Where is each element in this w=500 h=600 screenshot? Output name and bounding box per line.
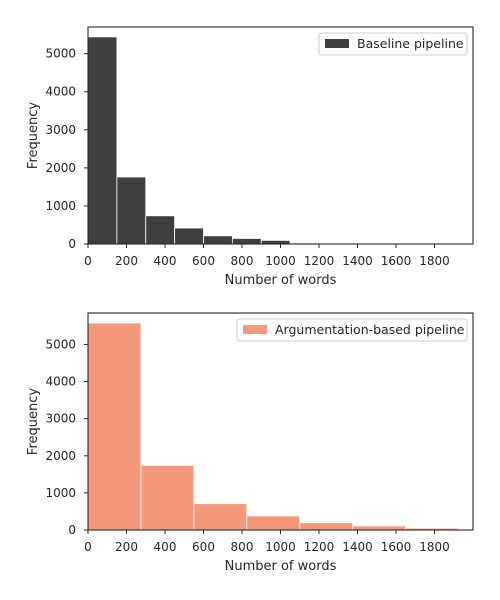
y-axis-label: Frequency (26, 102, 41, 169)
histogram-bar (87, 322, 142, 531)
y-tick-label: 2000 (45, 161, 76, 175)
histogram-bar (203, 235, 233, 245)
x-tick-label: 600 (192, 540, 215, 554)
x-tick-label: 1000 (265, 540, 296, 554)
legend-box (318, 32, 468, 56)
histogram-bar (116, 176, 147, 245)
legend-swatch (243, 325, 267, 334)
chart-panel-2: 0 200 400 600 800 1000 1200 1400 1600 1800 0 1000 20… (26, 312, 474, 574)
legend: Argumentation-based pipeline (236, 318, 468, 342)
legend: Baseline pipeline (318, 32, 468, 56)
x-tick-label: 1000 (265, 254, 296, 268)
y-tick-label: 0 (68, 523, 76, 537)
x-tick-label: 1800 (419, 254, 450, 268)
x-tick-label: 1800 (419, 540, 450, 554)
y-tick-label: 4000 (45, 375, 76, 389)
y-tick-label: 0 (68, 237, 76, 251)
x-tick-label: 0 (84, 540, 92, 554)
histogram-bar (231, 238, 262, 245)
histogram-bar (87, 36, 118, 245)
y-tick-label: 3000 (45, 123, 76, 137)
chart-panel-1: 0 200 400 600 800 1000 1200 1400 1600 1800 0 1000 20… (26, 26, 474, 288)
y-tick-label: 5000 (45, 338, 76, 352)
histogram-bar (193, 503, 248, 531)
histogram-bar (140, 465, 195, 531)
x-tick-label: 200 (115, 540, 138, 554)
x-tick-label: 1600 (381, 540, 412, 554)
y-tick-label: 1000 (45, 486, 76, 500)
legend-box (236, 318, 468, 342)
x-tick-label: 800 (231, 540, 254, 554)
y-tick-label: 3000 (45, 412, 76, 426)
legend-swatch (325, 39, 349, 48)
x-tick-label: 1400 (342, 540, 373, 554)
y-tick-label: 2000 (45, 449, 76, 463)
x-tick-label: 600 (192, 254, 215, 268)
x-tick-label: 200 (115, 254, 138, 268)
histogram-bar (299, 522, 354, 531)
y-axis-label: Frequency (26, 388, 41, 455)
x-tick-label: 0 (84, 254, 92, 268)
legend-label: Baseline pipeline (357, 36, 464, 51)
histogram-bar (352, 525, 407, 531)
x-tick-label: 1200 (304, 254, 335, 268)
x-tick-label: 1600 (381, 254, 412, 268)
histogram-bar (145, 215, 176, 245)
y-tick-label: 1000 (45, 199, 76, 213)
x-axis-label: Number of words (225, 559, 337, 574)
x-axis-label: Number of words (225, 273, 337, 288)
x-tick-label: 800 (231, 254, 254, 268)
histogram-bar (174, 227, 204, 245)
y-tick-label: 5000 (45, 47, 76, 61)
histogram-bar (246, 515, 301, 531)
x-tick-label: 400 (154, 254, 177, 268)
x-tick-label: 400 (154, 540, 177, 554)
x-tick-label: 1200 (304, 540, 335, 554)
legend-label: Argumentation-based pipeline (275, 322, 465, 337)
y-tick-label: 4000 (45, 85, 76, 99)
x-tick-label: 1400 (342, 254, 373, 268)
